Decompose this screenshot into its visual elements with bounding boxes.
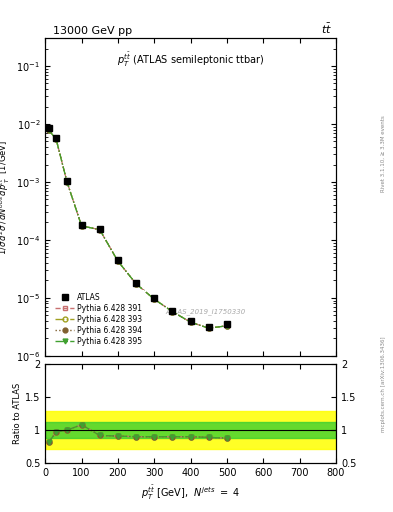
Y-axis label: $1 / \sigma\, d^2\sigma\, /\, dN^{obs}\, dp^{t\bar{t}}_{\ T}\ \ [1/\mathrm{GeV}]: $1 / \sigma\, d^2\sigma\, /\, dN^{obs}\,… <box>0 140 12 254</box>
Text: mcplots.cern.ch [arXiv:1306.3436]: mcplots.cern.ch [arXiv:1306.3436] <box>381 336 386 432</box>
Bar <box>45 422 336 438</box>
Text: $p_T^{t\bar{t}}$ (ATLAS semileptonic ttbar): $p_T^{t\bar{t}}$ (ATLAS semileptonic ttb… <box>117 51 264 69</box>
Text: ATLAS_2019_I1750330: ATLAS_2019_I1750330 <box>165 308 245 314</box>
Text: $t\bar{t}$: $t\bar{t}$ <box>321 22 332 36</box>
Text: 13000 GeV pp: 13000 GeV pp <box>53 26 132 36</box>
Bar <box>45 412 336 449</box>
Y-axis label: Ratio to ATLAS: Ratio to ATLAS <box>13 383 22 444</box>
X-axis label: $p^{t\bar{t}}_T$ [GeV],  $N^{jets}\ =\ 4$: $p^{t\bar{t}}_T$ [GeV], $N^{jets}\ =\ 4$ <box>141 484 240 502</box>
Text: Rivet 3.1.10, ≥ 3.3M events: Rivet 3.1.10, ≥ 3.3M events <box>381 115 386 192</box>
Legend: ATLAS, Pythia 6.428 391, Pythia 6.428 393, Pythia 6.428 394, Pythia 6.428 395: ATLAS, Pythia 6.428 391, Pythia 6.428 39… <box>52 290 145 349</box>
